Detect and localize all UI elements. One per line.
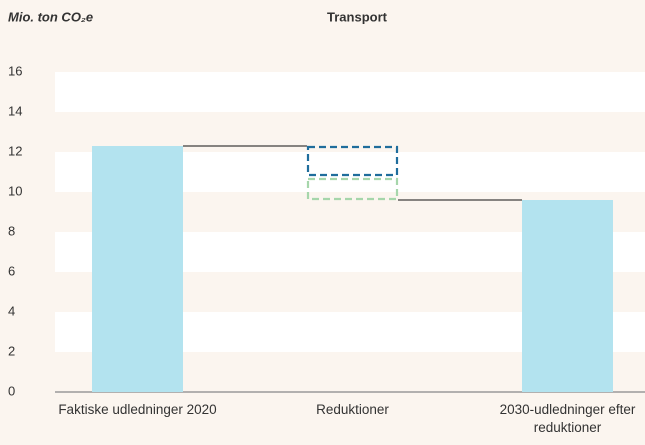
y-axis-label: Mio. ton CO₂e: [8, 9, 93, 24]
y-tick-label: 12: [8, 143, 22, 158]
x-tick-label: 2030-udledninger efter reduktioner: [499, 402, 636, 435]
y-tick-label: 2: [8, 343, 15, 358]
y-tick-label: 10: [8, 183, 22, 198]
y-tick-label: 0: [8, 383, 15, 398]
y-tick-label: 16: [8, 63, 22, 78]
y-tick-label: 8: [8, 223, 15, 238]
grid-band: [55, 72, 645, 112]
x-tick-label: Reduktioner: [316, 402, 389, 417]
x-tick-label: Faktiske udledninger 2020: [58, 402, 217, 417]
bar: [522, 200, 613, 392]
reduction: [306, 145, 399, 177]
chart-title: Transport: [327, 9, 388, 24]
y-tick-label: 6: [8, 263, 15, 278]
bar: [92, 146, 183, 392]
y-tick-label: 14: [8, 103, 22, 118]
y-tick-label: 4: [8, 303, 15, 318]
reduction: [306, 177, 399, 201]
